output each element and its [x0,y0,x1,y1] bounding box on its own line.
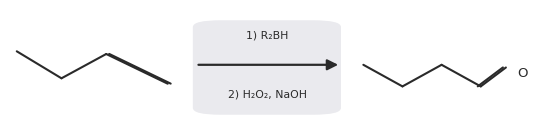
Text: 1) R₂BH: 1) R₂BH [246,30,288,40]
Text: 2) H₂O₂, NaOH: 2) H₂O₂, NaOH [228,90,307,99]
Text: O: O [517,67,528,80]
FancyBboxPatch shape [193,20,341,115]
